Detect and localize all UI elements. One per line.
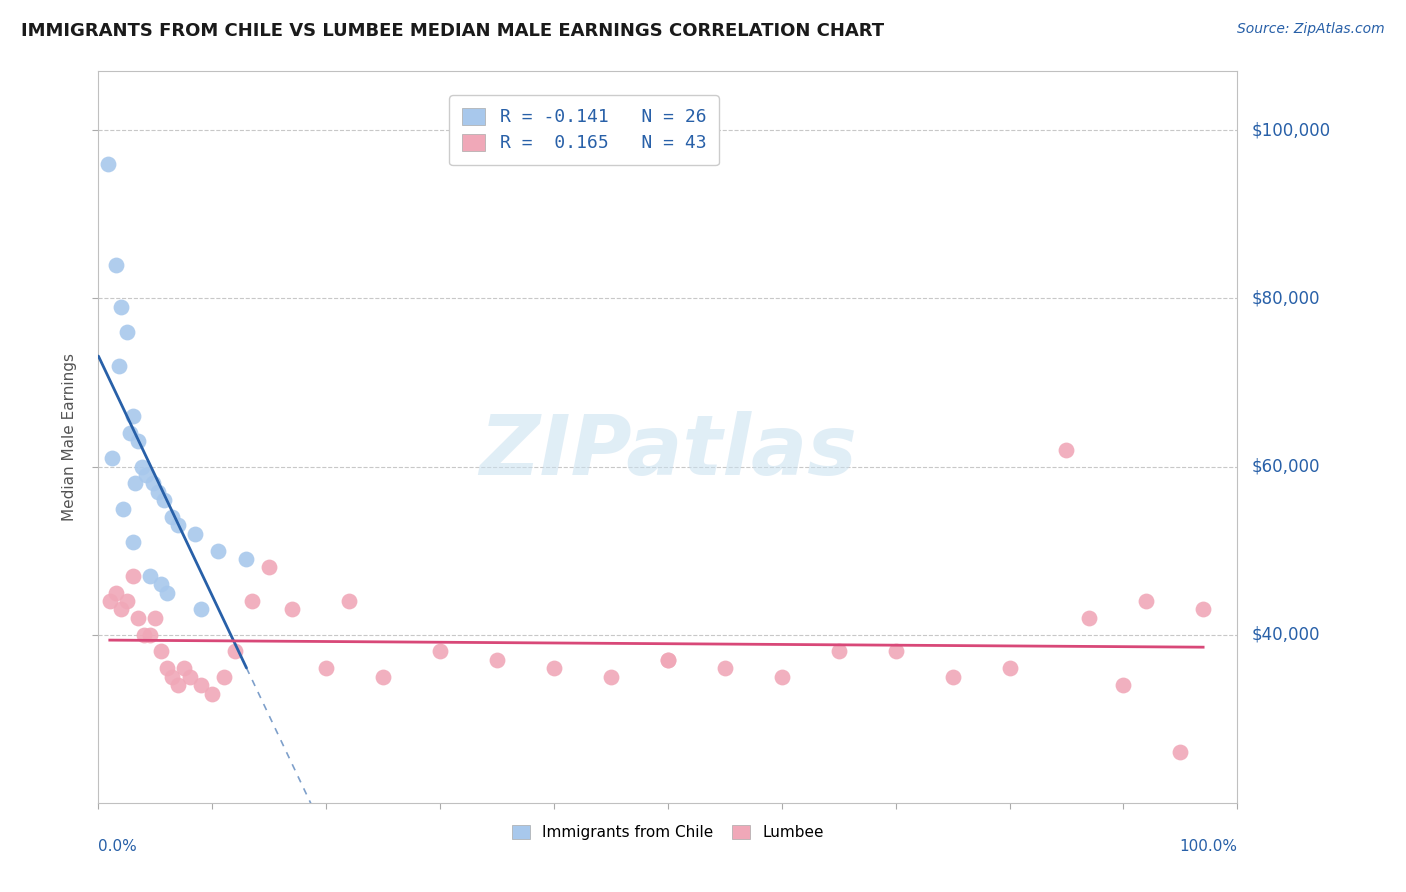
Point — [429, 644, 451, 658]
Point — [1078, 611, 1101, 625]
Point — [127, 611, 149, 625]
Point — [124, 476, 146, 491]
Point — [121, 409, 143, 423]
Point — [281, 602, 304, 616]
Point — [828, 644, 851, 658]
Point — [1192, 602, 1215, 616]
Text: Source: ZipAtlas.com: Source: ZipAtlas.com — [1237, 22, 1385, 37]
Point — [156, 585, 179, 599]
Point — [1170, 745, 1192, 759]
Point — [150, 644, 173, 658]
Point — [212, 670, 235, 684]
Point — [115, 594, 138, 608]
Point — [235, 552, 257, 566]
Point — [110, 300, 132, 314]
Point — [115, 325, 138, 339]
Text: $60,000: $60,000 — [1251, 458, 1320, 475]
Point — [121, 535, 143, 549]
Text: 100.0%: 100.0% — [1180, 839, 1237, 855]
Y-axis label: Median Male Earnings: Median Male Earnings — [62, 353, 77, 521]
Point — [1056, 442, 1078, 457]
Point — [121, 569, 143, 583]
Legend: Immigrants from Chile, Lumbee: Immigrants from Chile, Lumbee — [506, 819, 830, 847]
Point — [543, 661, 565, 675]
Point — [884, 644, 907, 658]
Point — [162, 670, 184, 684]
Point — [201, 686, 224, 700]
Text: IMMIGRANTS FROM CHILE VS LUMBEE MEDIAN MALE EARNINGS CORRELATION CHART: IMMIGRANTS FROM CHILE VS LUMBEE MEDIAN M… — [21, 22, 884, 40]
Point — [156, 661, 179, 675]
Text: $80,000: $80,000 — [1251, 289, 1320, 308]
Point — [657, 653, 679, 667]
Point — [138, 627, 160, 641]
Point — [127, 434, 149, 449]
Point — [138, 569, 160, 583]
Point — [96, 157, 118, 171]
Point — [184, 526, 207, 541]
Point — [146, 484, 169, 499]
Point — [104, 258, 127, 272]
Point — [150, 577, 173, 591]
Point — [167, 518, 190, 533]
Text: $40,000: $40,000 — [1251, 625, 1320, 644]
Text: ZIPatlas: ZIPatlas — [479, 411, 856, 492]
Point — [998, 661, 1021, 675]
Point — [131, 459, 153, 474]
Point — [207, 543, 229, 558]
Point — [486, 653, 509, 667]
Point — [179, 670, 201, 684]
Point — [104, 585, 127, 599]
Point — [714, 661, 737, 675]
Point — [371, 670, 394, 684]
Point — [770, 670, 793, 684]
Point — [135, 467, 157, 482]
Point — [173, 661, 195, 675]
Text: 0.0%: 0.0% — [98, 839, 138, 855]
Point — [224, 644, 246, 658]
Text: $100,000: $100,000 — [1251, 121, 1330, 139]
Point — [162, 510, 184, 524]
Point — [110, 602, 132, 616]
Point — [120, 425, 142, 440]
Point — [259, 560, 281, 574]
Point — [337, 594, 360, 608]
Point — [1135, 594, 1157, 608]
Point — [132, 627, 155, 641]
Point — [108, 359, 131, 373]
Point — [167, 678, 190, 692]
Point — [600, 670, 623, 684]
Point — [145, 611, 167, 625]
Point — [315, 661, 337, 675]
Point — [112, 501, 135, 516]
Point — [240, 594, 263, 608]
Point — [942, 670, 965, 684]
Point — [98, 594, 121, 608]
Point — [153, 493, 176, 508]
Point — [1112, 678, 1135, 692]
Point — [657, 653, 679, 667]
Point — [190, 602, 212, 616]
Point — [142, 476, 165, 491]
Point — [101, 451, 124, 466]
Point — [190, 678, 212, 692]
